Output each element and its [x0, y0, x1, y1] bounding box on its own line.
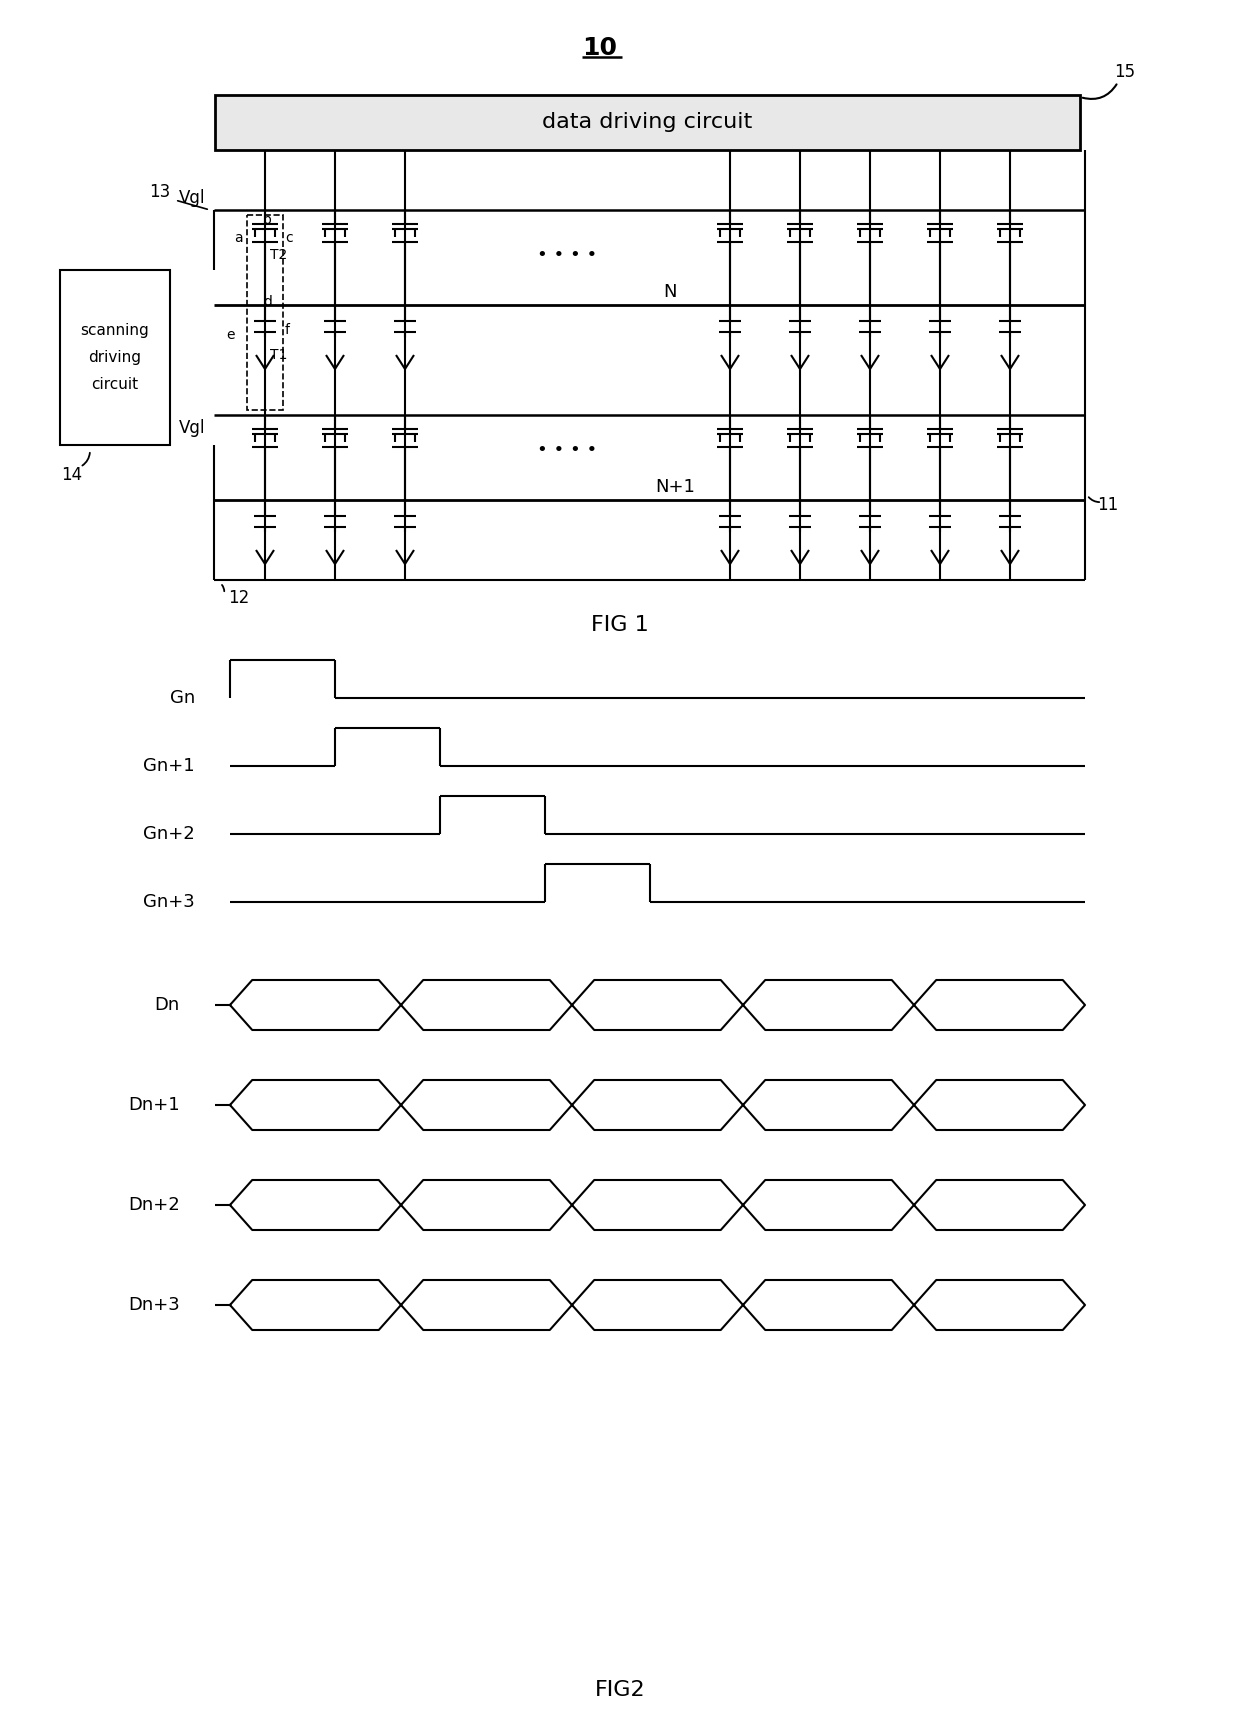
Text: Gn+3: Gn+3	[144, 892, 195, 911]
Text: 12: 12	[228, 589, 249, 608]
Text: scanning
driving
circuit: scanning driving circuit	[81, 323, 149, 392]
Text: 13: 13	[149, 183, 171, 200]
Text: Gn+1: Gn+1	[144, 758, 195, 775]
Text: c: c	[285, 231, 293, 245]
Text: Dn+2: Dn+2	[128, 1196, 180, 1213]
Text: data driving circuit: data driving circuit	[542, 112, 753, 133]
Text: Dn+1: Dn+1	[129, 1096, 180, 1113]
Text: • • • •: • • • •	[537, 442, 598, 459]
Bar	[60, 269, 170, 445]
Text: T1: T1	[270, 349, 288, 362]
FancyArrowPatch shape	[1089, 497, 1099, 502]
Text: Gn+2: Gn+2	[144, 825, 195, 842]
Text: • • • •: • • • •	[537, 247, 598, 264]
Text: Dn: Dn	[155, 996, 180, 1013]
FancyArrowPatch shape	[222, 585, 224, 592]
Text: FIG 1: FIG 1	[591, 614, 649, 635]
Bar	[247, 216, 283, 411]
Text: d: d	[263, 295, 272, 309]
Bar	[215, 95, 1080, 150]
Text: Vgl: Vgl	[179, 190, 205, 207]
FancyArrowPatch shape	[1083, 85, 1116, 98]
Text: b: b	[263, 212, 272, 228]
Text: 11: 11	[1097, 495, 1118, 514]
Text: a: a	[234, 231, 243, 245]
Text: N+1: N+1	[655, 478, 694, 495]
Text: T2: T2	[270, 249, 288, 262]
Text: FIG2: FIG2	[595, 1679, 645, 1700]
FancyArrowPatch shape	[82, 452, 89, 466]
FancyArrowPatch shape	[177, 200, 207, 209]
Text: N: N	[663, 283, 677, 300]
Text: e: e	[227, 328, 236, 342]
Text: 14: 14	[62, 466, 83, 483]
Text: Dn+3: Dn+3	[128, 1296, 180, 1313]
Text: Gn: Gn	[170, 689, 195, 708]
Text: f: f	[285, 323, 290, 337]
Text: Vgl: Vgl	[179, 419, 205, 437]
Text: 15: 15	[1115, 64, 1136, 81]
Text: 10: 10	[583, 36, 618, 60]
